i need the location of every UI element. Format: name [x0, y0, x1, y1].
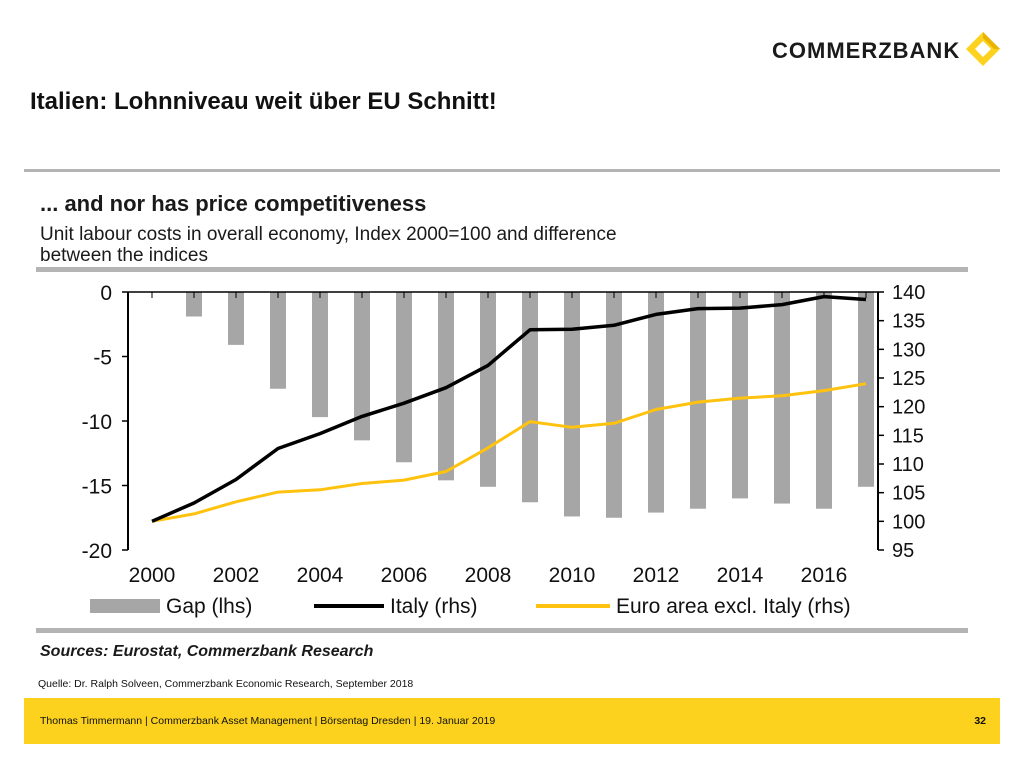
right-tick-label: 105	[892, 483, 925, 505]
gap-bar	[522, 292, 538, 503]
x-tick-label: 2008	[465, 564, 512, 587]
gap-bar	[312, 292, 328, 418]
ribbon-logo-icon	[966, 32, 1000, 66]
gap-bar	[690, 292, 706, 509]
chart-panel: ... and nor has price competitiveness Un…	[24, 172, 1000, 670]
slide-title: Italien: Lohnniveau weit über EU Schnitt…	[30, 88, 497, 115]
right-tick-label: 120	[892, 397, 925, 419]
gap-bar	[606, 292, 622, 518]
chart-subtitle-line-2: between the indices	[40, 245, 208, 266]
left-tick-label: -15	[82, 476, 112, 499]
gap-bar	[858, 292, 874, 487]
footer-text: Thomas Timmermann | Commerzbank Asset Ma…	[40, 715, 496, 727]
x-tick-label: 2016	[801, 564, 848, 587]
legend-label: Euro area excl. Italy (rhs)	[616, 595, 851, 618]
right-tick-label: 130	[892, 339, 925, 361]
right-tick-label: 100	[892, 511, 925, 533]
gap-bar	[228, 292, 244, 345]
x-tick-label: 2002	[213, 564, 260, 587]
left-tick-label: -5	[93, 347, 112, 370]
gap-bar	[480, 292, 496, 487]
chart-top-rule	[36, 267, 968, 272]
chart-title: ... and nor has price competitiveness	[40, 191, 426, 216]
right-tick-label: 95	[892, 540, 914, 562]
x-tick-label: 2006	[381, 564, 428, 587]
plot-area: 0 -5 -10 -15 -20 140 135 130 125 120 115 110 105 100 9…	[82, 282, 926, 587]
footer-bar: Thomas Timmermann | Commerzbank Asset Ma…	[24, 698, 1000, 744]
page-number: 32	[974, 715, 986, 727]
x-tick-label: 2014	[717, 564, 764, 587]
chart: ... and nor has price competitiveness Un…	[36, 191, 968, 660]
gap-bar	[396, 292, 412, 463]
right-tick-label: 110	[892, 454, 924, 476]
gap-bar	[270, 292, 286, 389]
commerzbank-logo: COMMERZBANK	[772, 30, 1004, 70]
legend-swatch-gap	[90, 599, 160, 613]
gap-bar	[774, 292, 790, 504]
right-tick-label: 135	[892, 311, 925, 333]
brand-name: COMMERZBANK	[772, 38, 961, 63]
right-tick-label: 125	[892, 368, 925, 390]
x-tick-label: 2000	[129, 564, 176, 587]
left-tick-label: -10	[82, 411, 112, 434]
legend-label: Gap (lhs)	[166, 595, 252, 618]
legend-label: Italy (rhs)	[390, 595, 478, 618]
right-tick-label: 140	[892, 282, 925, 304]
gap-bar	[816, 292, 832, 509]
euro-area-line	[151, 382, 867, 523]
source-note: Quelle: Dr. Ralph Solveen, Commerzbank E…	[38, 678, 414, 690]
chart-bottom-rule	[36, 628, 968, 633]
chart-source: Sources: Eurostat, Commerzbank Research	[40, 643, 374, 660]
gap-bar	[732, 292, 748, 499]
legend: Gap (lhs) Italy (rhs) Euro area excl. Ital…	[90, 595, 851, 618]
gap-bar	[564, 292, 580, 517]
title-divider	[24, 169, 1000, 172]
x-tick-label: 2012	[633, 564, 680, 587]
chart-subtitle-line-1: Unit labour costs in overall economy, In…	[40, 224, 617, 245]
left-tick-label: -20	[82, 540, 112, 563]
gap-bar	[648, 292, 664, 513]
gap-bar	[354, 292, 370, 441]
left-tick-label: 0	[100, 282, 112, 305]
x-tick-label: 2004	[297, 564, 344, 587]
italy-line	[151, 294, 867, 523]
x-tick-label: 2010	[549, 564, 596, 587]
gap-bar	[186, 292, 202, 317]
right-tick-label: 115	[892, 425, 924, 447]
